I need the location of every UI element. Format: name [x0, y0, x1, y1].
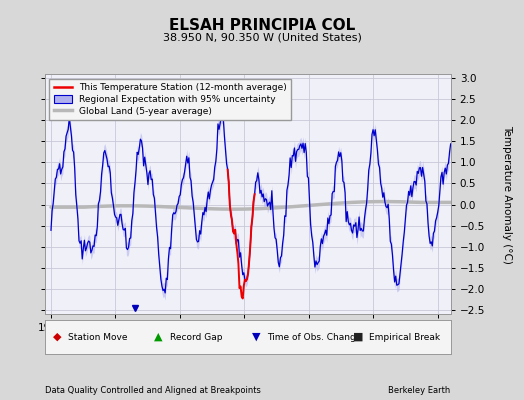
Text: Empirical Break: Empirical Break — [368, 332, 440, 342]
Text: ▼: ▼ — [252, 332, 260, 342]
Text: Record Gap: Record Gap — [170, 332, 222, 342]
Y-axis label: Temperature Anomaly (°C): Temperature Anomaly (°C) — [501, 124, 512, 264]
Text: Berkeley Earth: Berkeley Earth — [388, 386, 451, 395]
Text: Data Quality Controlled and Aligned at Breakpoints: Data Quality Controlled and Aligned at B… — [45, 386, 260, 395]
Text: Time of Obs. Change: Time of Obs. Change — [267, 332, 362, 342]
Text: ◆: ◆ — [52, 332, 61, 342]
Text: Station Move: Station Move — [68, 332, 127, 342]
Text: 38.950 N, 90.350 W (United States): 38.950 N, 90.350 W (United States) — [162, 33, 362, 43]
Text: ▲: ▲ — [154, 332, 162, 342]
Text: ■: ■ — [353, 332, 364, 342]
Text: ELSAH PRINCIPIA COL: ELSAH PRINCIPIA COL — [169, 18, 355, 33]
Legend: This Temperature Station (12-month average), Regional Expectation with 95% uncer: This Temperature Station (12-month avera… — [49, 78, 291, 120]
